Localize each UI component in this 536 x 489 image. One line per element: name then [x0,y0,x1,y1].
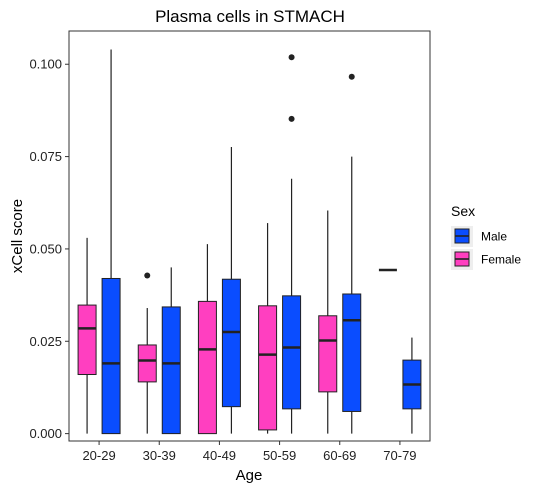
outlier-point [144,272,151,279]
x-tick-label: 20-29 [82,448,115,463]
box-body [197,300,217,435]
box-male-30-39 [161,267,181,435]
box-male-40-49 [221,146,241,434]
legend-label-male: Male [481,230,507,244]
y-axis-title: xCell score [9,199,26,273]
plot-panel [68,30,431,442]
y-tick-label: 0.050 [29,241,62,256]
box-body [221,278,241,408]
box-body [282,295,302,410]
legend-title: Sex [451,203,475,219]
box-female-20-29 [77,237,97,434]
box-male-70-79 [402,337,422,434]
x-tick-label: 70-79 [383,448,416,463]
x-tick-label: 50-59 [263,448,296,463]
box-body [258,305,278,431]
legend: Sex Male Female [451,203,521,270]
chart-title: Plasma cells in STMACH [155,7,345,26]
box-male-50-59 [282,54,302,434]
box-male-20-29 [101,49,121,435]
y-tick-label: 0.075 [29,149,62,164]
outlier-point [288,115,295,122]
box-body [161,306,181,435]
x-axis: 20-29 30-39 40-49 50-59 60-69 70-79 [82,441,417,463]
outlier-point [288,54,295,61]
x-tick-label: 60-69 [323,448,356,463]
box-female-30-39 [137,272,157,434]
box-female-40-49 [197,244,217,435]
x-axis-title: Age [236,467,263,484]
box-body [318,315,338,393]
legend-label-female: Female [481,253,521,267]
x-tick-label: 40-49 [203,448,236,463]
y-tick-label: 0.000 [29,426,62,441]
y-tick-label: 0.025 [29,334,62,349]
box-female-60-69 [318,210,338,434]
boxes-layer [77,49,422,435]
outlier-point [348,73,355,80]
box-body [137,344,157,383]
x-tick-label: 30-39 [143,448,176,463]
box-male-60-69 [342,73,362,434]
y-axis: 0.000 0.025 0.050 0.075 0.100 [29,57,69,441]
box-female-50-59 [258,223,278,434]
box-body [342,293,362,412]
box-body [77,304,97,376]
y-tick-label: 0.100 [29,57,62,72]
box-body [101,277,121,435]
